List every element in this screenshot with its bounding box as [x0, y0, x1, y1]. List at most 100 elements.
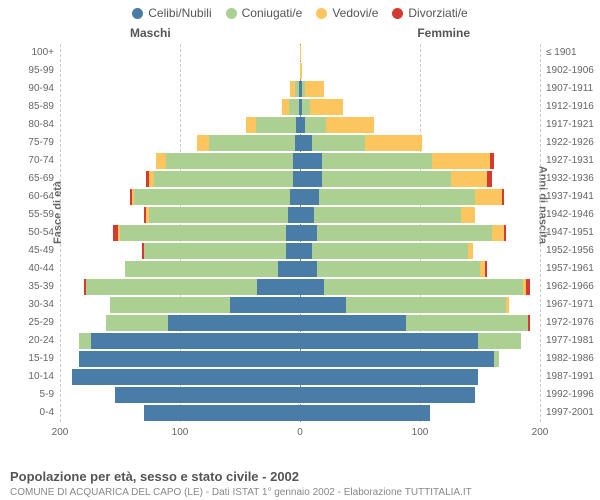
age-row: 50-541947-1951 [60, 224, 540, 242]
bar-segment-married [322, 153, 432, 168]
female-label: Femmine [417, 26, 470, 40]
male-bar [290, 81, 300, 96]
bar-segment-single [144, 405, 300, 420]
male-bar [246, 117, 300, 132]
bar-segment-single [286, 243, 300, 258]
bar-segment-married [209, 135, 295, 150]
population-pyramid-chart: Celibi/NubiliConiugati/eVedovi/eDivorzia… [0, 0, 600, 500]
female-bar [300, 369, 478, 384]
age-band-label: 0-4 [0, 404, 60, 422]
age-band-label: 100+ [0, 44, 60, 62]
bar-segment-single [115, 387, 300, 402]
bar-segment-widowed [492, 225, 504, 240]
bar-segment-married [120, 225, 286, 240]
bar-segment-single [288, 207, 300, 222]
male-bar [156, 153, 300, 168]
female-bar [300, 189, 504, 204]
bar-segment-divorced [490, 153, 495, 168]
female-bar [300, 135, 422, 150]
bar-segment-divorced [526, 279, 531, 294]
age-row: 0-41997-2001 [60, 404, 540, 422]
bar-segment-single [293, 153, 300, 168]
bar-segment-single [91, 333, 300, 348]
bar-segment-single [257, 279, 300, 294]
age-row: 100+≤ 1901 [60, 44, 540, 62]
bar-segment-widowed [432, 153, 490, 168]
female-bar [300, 387, 475, 402]
bar-segment-married [317, 261, 480, 276]
bar-segment-single [300, 387, 475, 402]
bar-segment-widowed [326, 117, 374, 132]
bar-segment-widowed [475, 189, 501, 204]
birth-year-label: 1977-1981 [540, 332, 600, 350]
birth-year-label: 1962-1966 [540, 278, 600, 296]
bar-segment-married [312, 243, 468, 258]
female-bar [300, 351, 499, 366]
x-tick-label: 200 [532, 427, 549, 438]
bar-segment-widowed [305, 81, 324, 96]
age-band-label: 65-69 [0, 170, 60, 188]
bar-segment-single [300, 315, 406, 330]
female-bar [300, 153, 494, 168]
birth-year-label: 1947-1951 [540, 224, 600, 242]
bar-segment-single [300, 243, 312, 258]
male-bar [144, 207, 300, 222]
female-bar [300, 261, 487, 276]
bar-segment-widowed [506, 297, 508, 312]
age-row: 30-341967-1971 [60, 296, 540, 314]
female-bar [300, 315, 530, 330]
birth-year-label: 1937-1941 [540, 188, 600, 206]
age-band-label: 55-59 [0, 206, 60, 224]
age-row: 5-91992-1996 [60, 386, 540, 404]
female-bar [300, 225, 506, 240]
age-row: 10-141987-1991 [60, 368, 540, 386]
female-bar [300, 81, 324, 96]
male-label: Maschi [130, 26, 171, 40]
bar-segment-single [278, 261, 300, 276]
legend: Celibi/NubiliConiugati/eVedovi/eDivorzia… [0, 6, 600, 20]
legend-item-married: Coniugati/e [226, 6, 303, 20]
bar-segment-single [300, 135, 312, 150]
age-band-label: 60-64 [0, 188, 60, 206]
bar-segment-widowed [310, 99, 344, 114]
x-tick-label: 100 [172, 427, 189, 438]
age-row: 65-691932-1936 [60, 170, 540, 188]
birth-year-label: 1987-1991 [540, 368, 600, 386]
divorced-swatch [392, 8, 403, 19]
age-band-label: 80-84 [0, 116, 60, 134]
male-bar [125, 261, 300, 276]
bar-segment-widowed [246, 117, 256, 132]
birth-year-label: 1972-1976 [540, 314, 600, 332]
chart-subtitle: COMUNE DI ACQUARICA DEL CAPO (LE) - Dati… [10, 487, 472, 498]
bar-segment-single [290, 189, 300, 204]
female-bar [300, 99, 343, 114]
bar-segment-married [154, 171, 293, 186]
age-row: 70-741927-1931 [60, 152, 540, 170]
bar-segment-widowed [300, 63, 302, 78]
bar-segment-married [149, 207, 288, 222]
age-band-label: 15-19 [0, 350, 60, 368]
bar-segment-widowed [282, 99, 289, 114]
bar-segment-married [144, 243, 286, 258]
bar-segment-widowed [468, 243, 473, 258]
legend-label: Coniugati/e [242, 6, 303, 20]
bar-segment-single [300, 189, 319, 204]
plot-area: Fasce di età Anni di nascita 20010001002… [60, 44, 540, 444]
age-band-label: 70-74 [0, 152, 60, 170]
female-bar [300, 333, 521, 348]
male-bar [146, 171, 300, 186]
birth-year-label: 1992-1996 [540, 386, 600, 404]
bar-segment-married [312, 135, 365, 150]
x-tick-label: 200 [52, 427, 69, 438]
bar-segment-single [300, 279, 324, 294]
age-row: 60-641937-1941 [60, 188, 540, 206]
male-bar [144, 405, 300, 420]
age-row: 95-991902-1906 [60, 62, 540, 80]
birth-year-label: 1997-2001 [540, 404, 600, 422]
age-band-label: 85-89 [0, 98, 60, 116]
bar-segment-single [168, 315, 300, 330]
age-row: 75-791922-1926 [60, 134, 540, 152]
legend-label: Vedovi/e [332, 6, 378, 20]
age-row: 20-241977-1981 [60, 332, 540, 350]
age-row: 25-291972-1976 [60, 314, 540, 332]
